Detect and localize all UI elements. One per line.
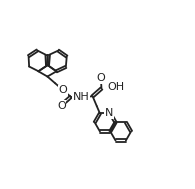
Text: OH: OH: [107, 82, 125, 92]
Text: NH: NH: [73, 92, 90, 102]
Text: O: O: [57, 101, 66, 111]
Text: O: O: [59, 85, 67, 95]
Text: O: O: [97, 73, 105, 83]
Text: N: N: [105, 108, 113, 119]
